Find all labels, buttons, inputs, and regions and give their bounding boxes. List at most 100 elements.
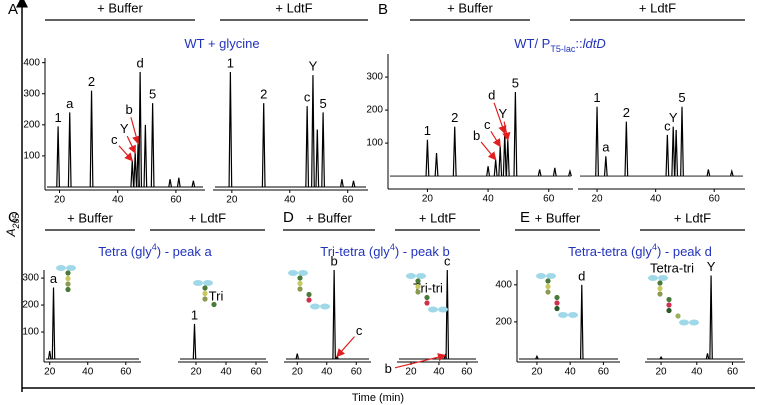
title-part: ) - peak b [395,244,450,259]
sugar [406,273,416,279]
sugar [438,306,448,313]
peak [89,90,94,188]
peak [351,180,356,188]
peak-label: 1 [227,55,234,70]
condition-header: + LdtF [674,210,711,225]
peak [709,275,713,360]
sugar [56,265,66,271]
peak [505,139,510,177]
sugar [546,273,556,279]
condition-header: + LdtF [275,0,312,15]
y-tick-label: 400 [23,57,40,68]
peak [150,103,155,188]
annotation: Tetra-tri [650,260,694,275]
title-part: Tetra (gly [98,244,152,259]
condition-header: + Buffer [306,210,352,225]
peak [176,177,181,188]
sugar [679,319,689,326]
panel-letter: C [8,209,19,226]
residue [306,297,312,303]
x-tick-label: 20 [292,367,304,378]
peak-arrow [493,102,507,135]
peak-label: 1 [593,90,600,105]
x-tick-label: 20 [656,367,668,378]
peak-label: 1 [54,110,61,125]
residue [202,290,208,297]
x-tick-label: 20 [44,367,56,378]
peak-label: 1 [424,123,431,138]
residue [211,301,217,308]
peak [498,146,503,177]
panel-title: Tetra (gly4) - peak a [98,242,212,259]
peak-label: 5 [149,87,156,102]
muropeptide-icon [288,270,330,310]
peak-arrow [394,353,447,369]
x-tick-label: 60 [598,367,610,378]
y-tick-label: 200 [495,317,512,328]
residue [657,280,663,286]
residue [424,300,430,306]
title-part: Tetra-tetra (gly [568,244,652,259]
peak-label: d [578,268,585,283]
title-part: ) - peak a [157,244,213,259]
title-part: WT/ P [514,36,550,51]
condition-header: + Buffer [535,210,581,225]
x-tick-label: 40 [220,367,232,378]
residue [554,305,560,312]
residue [65,286,71,293]
x-tick-label: 20 [226,195,238,206]
residue [415,283,421,290]
residue [666,296,672,303]
peak-label: c [444,253,451,268]
peak [624,121,629,177]
peak [568,168,572,177]
y-tick-label: 400 [495,279,512,290]
peak [130,160,135,188]
x-tick-label: 60 [543,194,555,205]
peak [67,112,72,188]
panel-letter: D [283,209,294,226]
sugar [310,303,320,310]
peak [659,356,663,360]
peak-label: c [664,118,671,133]
peak [138,71,143,188]
x-tick-label: 60 [461,367,473,378]
sugar [658,275,668,281]
peak [579,284,584,360]
peak-label: b [473,128,480,143]
panel-title: WT/ PT5-lac::ldtD [514,36,605,54]
x-tick-label: 20 [591,194,603,205]
peak-label: Y [669,110,678,125]
peak [434,152,439,177]
peak [537,169,542,177]
muropeptide-icon [648,275,699,326]
x-tick-label: 20 [531,367,543,378]
peak-arrow [126,135,136,154]
peak-label: a [66,96,74,111]
peak-label: c [304,90,311,105]
peak-label: b [385,361,392,376]
y-tick-label: 300 [22,273,39,284]
title-part: 4 [390,242,395,252]
peak-arrow [336,336,355,358]
y-tick-label: 200 [22,300,39,311]
peak [502,133,507,177]
peak [674,129,679,177]
residue [415,278,421,284]
peak-label: a [50,271,58,286]
peak [452,126,457,177]
residue [415,289,421,295]
muropeptide-icon [56,265,76,293]
x-tick-label: 40 [321,367,333,378]
peak-label: c [111,132,118,147]
peak-label: Y [309,59,318,74]
title-part: ldtD [583,36,606,51]
peak [168,179,172,188]
y-tick-label: 100 [23,151,40,162]
peak-label: 5 [512,75,519,90]
condition-header: + LdtF [419,210,456,225]
x-tick-label: 60 [351,367,363,378]
sugar [66,265,76,271]
sugar [193,280,203,286]
